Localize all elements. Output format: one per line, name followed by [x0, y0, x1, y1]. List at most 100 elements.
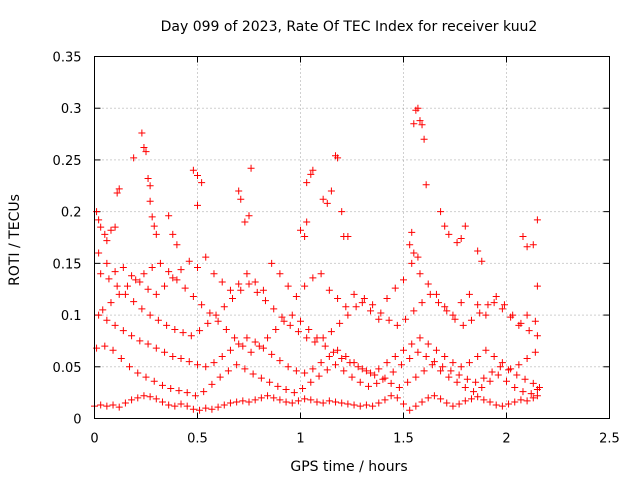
data-point-marker — [140, 270, 148, 278]
data-point-marker — [480, 396, 488, 404]
data-point-marker — [435, 299, 443, 307]
data-point-marker — [519, 232, 527, 240]
data-point-marker — [484, 301, 492, 309]
data-point-marker — [412, 402, 420, 410]
y-tick-label: 0.05 — [53, 361, 82, 376]
data-point-marker — [449, 311, 457, 319]
data-point-marker — [280, 317, 288, 325]
data-point-marker — [309, 365, 317, 373]
data-point-marker — [375, 315, 383, 323]
data-point-marker — [101, 230, 109, 238]
data-point-marker — [270, 305, 278, 313]
data-point-marker — [352, 303, 360, 311]
data-point-marker — [152, 344, 160, 352]
data-point-marker — [490, 299, 498, 307]
data-point-marker — [165, 268, 173, 276]
chart-title: Day 099 of 2023, Rate Of TEC Index for r… — [161, 19, 538, 35]
data-point-marker — [323, 366, 331, 374]
data-point-marker — [342, 352, 350, 360]
data-point-marker — [455, 371, 463, 379]
data-point-marker — [161, 348, 169, 356]
y-tick-labels: 0 0.05 0.1 0.15 0.2 0.25 0.3 0.35 — [53, 51, 82, 428]
data-point-marker — [198, 301, 206, 309]
data-point-marker — [272, 326, 280, 334]
data-point-marker — [393, 321, 401, 329]
data-point-marker — [202, 404, 210, 412]
data-point-marker — [412, 373, 420, 381]
data-point-marker — [158, 398, 166, 406]
data-point-marker — [369, 402, 377, 410]
data-point-marker — [332, 398, 340, 406]
data-point-marker — [138, 129, 146, 137]
data-point-marker — [243, 270, 251, 278]
data-point-marker — [529, 379, 537, 387]
data-point-marker — [360, 295, 368, 303]
data-point-marker — [319, 334, 327, 342]
data-point-marker — [474, 352, 482, 360]
data-point-marker — [154, 316, 162, 324]
data-point-marker — [422, 181, 430, 189]
data-point-marker — [383, 295, 391, 303]
data-point-marker — [389, 368, 397, 376]
data-point-marker — [107, 226, 115, 234]
data-point-marker — [173, 241, 181, 249]
data-point-marker — [288, 311, 296, 319]
data-point-marker — [266, 378, 274, 386]
data-point-marker — [424, 280, 432, 288]
data-point-marker — [194, 263, 201, 271]
data-point-marker — [111, 321, 119, 329]
data-point-marker — [264, 334, 272, 342]
x-tick-labels: 0 0.5 1 1.5 2 2.5 — [90, 432, 619, 447]
data-point-marker — [492, 401, 500, 409]
data-point-marker — [177, 355, 185, 363]
data-point-marker — [511, 383, 519, 391]
data-point-marker — [95, 216, 103, 224]
data-point-marker — [515, 321, 523, 329]
data-point-marker — [492, 292, 500, 300]
data-point-marker — [443, 307, 451, 315]
data-point-marker — [259, 344, 267, 352]
data-point-marker — [226, 286, 234, 294]
data-point-marker — [367, 307, 375, 315]
data-point-marker — [420, 367, 428, 375]
data-point-marker — [387, 379, 395, 387]
data-point-marker — [105, 275, 113, 283]
data-point-marker — [523, 355, 531, 363]
data-point-marker — [249, 370, 257, 378]
data-point-marker — [286, 321, 294, 329]
data-point-marker — [391, 352, 399, 360]
data-point-marker — [317, 270, 325, 278]
data-point-marker — [299, 385, 307, 393]
data-point-marker — [424, 394, 432, 402]
data-point-marker — [134, 394, 142, 402]
data-point-marker — [356, 402, 364, 410]
data-point-marker — [474, 393, 482, 401]
data-point-marker — [342, 303, 350, 311]
data-point-marker — [523, 243, 531, 251]
data-point-marker — [441, 222, 449, 230]
data-point-marker — [461, 397, 469, 405]
data-point-marker — [529, 394, 537, 402]
data-point-marker — [334, 346, 342, 354]
data-point-marker — [179, 329, 187, 337]
data-point-marker — [482, 346, 490, 354]
data-point-marker — [531, 317, 539, 325]
data-point-marker — [169, 274, 177, 282]
data-points — [91, 104, 543, 414]
data-point-marker — [498, 359, 506, 367]
data-point-marker — [146, 311, 154, 319]
data-point-marker — [447, 367, 455, 375]
data-point-marker — [189, 166, 197, 174]
data-point-marker — [507, 313, 515, 321]
data-point-marker — [146, 393, 154, 401]
data-point-marker — [196, 406, 204, 414]
data-point-marker — [449, 402, 457, 410]
data-point-marker — [445, 373, 453, 381]
data-point-marker — [282, 386, 290, 394]
data-point-marker — [119, 327, 127, 335]
data-point-marker — [189, 405, 197, 413]
data-point-marker — [103, 402, 111, 410]
data-point-marker — [313, 398, 321, 406]
data-point-marker — [152, 230, 160, 238]
